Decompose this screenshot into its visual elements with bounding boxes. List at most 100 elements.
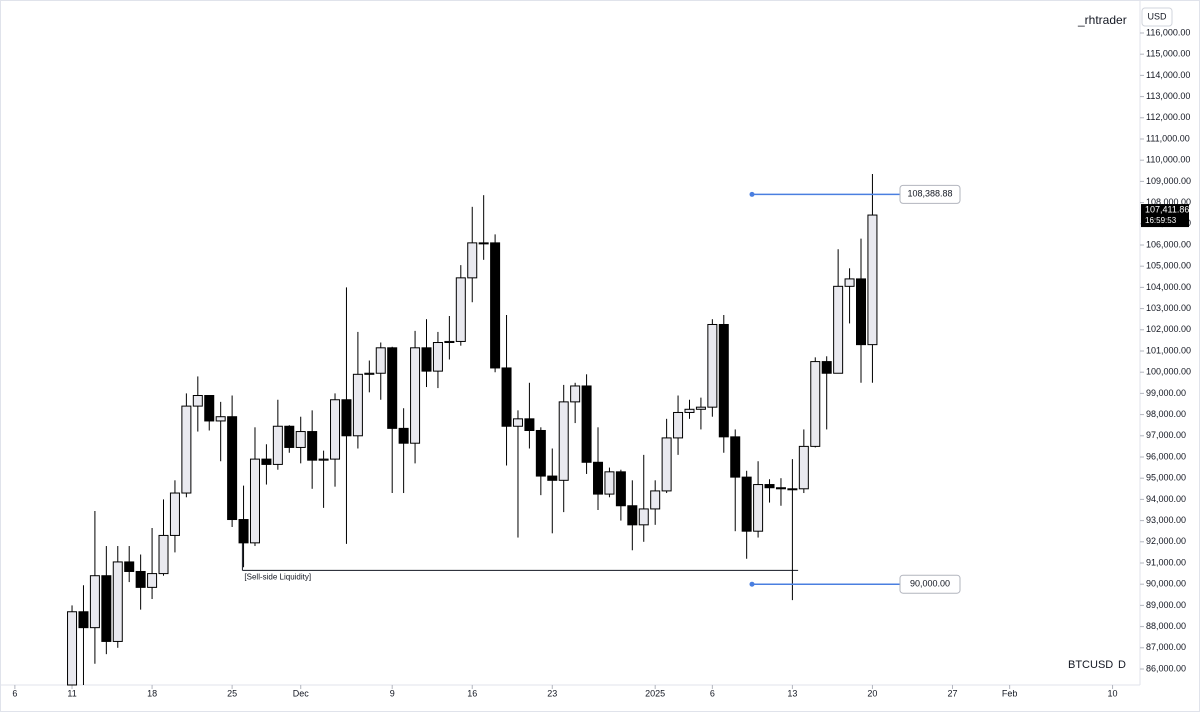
candle-body [581, 385, 592, 463]
candle-body [272, 425, 283, 465]
y-tick-label: 87,000.00 [1146, 642, 1186, 652]
candle-body [615, 471, 626, 507]
last-price-box [1141, 204, 1189, 228]
candle-body [547, 475, 558, 481]
y-tick-label: 89,000.00 [1146, 600, 1186, 610]
price-line-anchor [749, 581, 755, 587]
candle-body [501, 367, 512, 427]
price-line-label: 108,388.88 [907, 189, 952, 199]
y-tick-label: 86,000.00 [1146, 663, 1186, 673]
x-tick-label: 2025 [645, 688, 665, 698]
x-tick-label: 23 [547, 688, 557, 698]
candle-body [467, 242, 478, 279]
price-line-anchor [749, 191, 755, 197]
y-tick-label: 97,000.00 [1146, 430, 1186, 440]
candle-body [512, 418, 523, 427]
y-tick-label: 104,000.00 [1146, 282, 1191, 292]
x-tick-label: Dec [293, 688, 310, 698]
x-tick-label: 16 [467, 688, 477, 698]
candle-body [695, 406, 706, 410]
candle-body [169, 492, 180, 536]
candle-body [718, 323, 729, 438]
y-tick-label: 101,000.00 [1146, 345, 1191, 355]
y-tick-label: 102,000.00 [1146, 324, 1191, 334]
candle-body [295, 431, 306, 448]
y-tick-label: 103,000.00 [1146, 303, 1191, 313]
candle-body [455, 277, 466, 342]
x-tick-label: 27 [947, 688, 957, 698]
candle-body [158, 534, 169, 575]
candle-body [124, 561, 135, 572]
candle-body [318, 458, 329, 461]
candle-body [352, 373, 363, 437]
candle-body [638, 508, 649, 526]
candle-body [558, 401, 569, 481]
candle-body [661, 437, 672, 492]
x-tick-label: 18 [147, 688, 157, 698]
currency: USD [1147, 11, 1167, 21]
y-tick-label: 111,000.00 [1146, 133, 1190, 143]
candle-body [856, 278, 867, 346]
candle-body [593, 461, 604, 495]
candle-body [89, 575, 100, 629]
candle-body [478, 242, 489, 245]
candle-body [387, 347, 398, 429]
candle-body [215, 416, 226, 422]
candle-body [798, 445, 809, 490]
candle-body [741, 476, 752, 532]
price-line-label: 90,000.00 [910, 579, 950, 589]
y-tick-label: 96,000.00 [1146, 451, 1186, 461]
candle-body [844, 278, 855, 287]
candle-body [833, 285, 844, 374]
y-tick-label: 115,000.00 [1146, 49, 1190, 59]
symbol: BTCUSD [1068, 659, 1113, 671]
candle-body [444, 340, 455, 344]
candle-body [341, 399, 352, 437]
currency-button[interactable] [1141, 7, 1173, 27]
x-tick-label: 25 [227, 688, 237, 698]
candle-body [284, 425, 295, 448]
y-tick-label: 92,000.00 [1146, 536, 1186, 546]
candle-body [192, 395, 203, 407]
level-label: [Sell-side Liquidity] [244, 573, 311, 582]
candle-body [867, 214, 878, 346]
candle-body [204, 395, 215, 422]
x-tick-label: 10 [1108, 688, 1118, 698]
candle-body [227, 416, 238, 521]
y-tick-label: 100,000.00 [1146, 367, 1191, 377]
candle-body [535, 429, 546, 477]
y-tick-label: 99,000.00 [1146, 388, 1186, 398]
x-tick-label: 13 [787, 688, 797, 698]
y-tick-label: 108,000.00 [1146, 197, 1191, 207]
candle-body [78, 611, 89, 629]
interval: D [1118, 659, 1126, 671]
candle-body [181, 405, 192, 494]
y-tick-label: 113,000.00 [1146, 91, 1190, 101]
y-tick-label: 110,000.00 [1146, 155, 1190, 165]
x-tick-label: 6 [12, 688, 17, 698]
candle-body [730, 436, 741, 478]
y-tick-label: 109,000.00 [1146, 176, 1191, 186]
candle-body [753, 484, 764, 532]
x-tick-label: 11 [67, 688, 76, 698]
candle-body [432, 342, 443, 372]
y-tick-label: 112,000.00 [1146, 112, 1190, 122]
candle-body [524, 418, 535, 431]
candle-body [421, 347, 432, 372]
candle-body [67, 611, 78, 686]
candle-body [375, 347, 386, 374]
y-tick-label: 93,000.00 [1146, 515, 1186, 525]
x-tick-label: 9 [390, 688, 395, 698]
candle-body [330, 399, 341, 460]
candle-body [490, 242, 501, 369]
candle-body [707, 323, 718, 408]
candle-body [364, 372, 375, 375]
watermark: _rhtrader [1077, 13, 1127, 27]
candle-body [147, 573, 158, 588]
candle-body [775, 487, 786, 490]
candle-body [821, 361, 832, 374]
countdown: 16:59:53 [1145, 216, 1177, 225]
y-tick-label: 105,000.00 [1146, 261, 1191, 271]
